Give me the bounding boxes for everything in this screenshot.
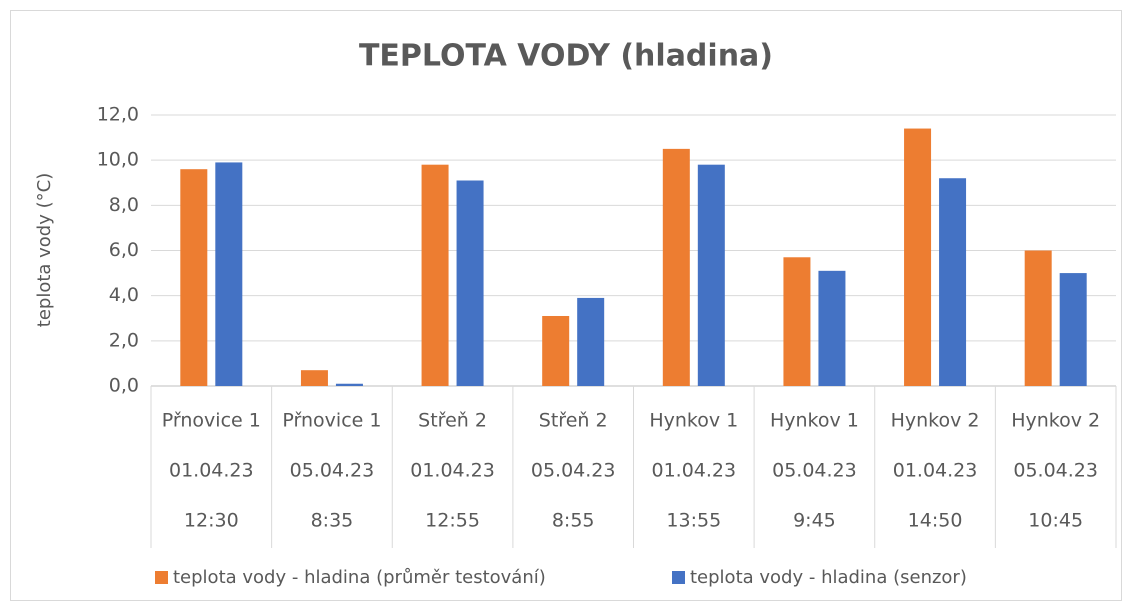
x-tick-label: 05.04.23 [531, 460, 616, 482]
x-tick-label: Přnovice 1 [162, 410, 261, 432]
bar [421, 164, 449, 386]
legend-swatch [155, 571, 168, 584]
x-tick-label: Přnovice 1 [282, 410, 381, 432]
x-tick-label: 12:30 [184, 510, 239, 532]
y-tick-label: 2,0 [109, 329, 139, 351]
x-tick-label: 05.04.23 [290, 460, 375, 482]
bar [577, 297, 605, 386]
x-tick-label: 8:55 [552, 510, 595, 532]
y-tick-label: 0,0 [109, 375, 139, 397]
legend-swatch [672, 571, 685, 584]
y-tick-label: 4,0 [109, 284, 139, 306]
x-tick-label: 9:45 [793, 510, 836, 532]
x-tick-label: 05.04.23 [1013, 460, 1098, 482]
bar [662, 148, 690, 386]
y-tick-label: 10,0 [97, 149, 139, 171]
x-tick-label: Střeň 2 [418, 410, 487, 432]
x-tick-label: Hynkov 1 [770, 410, 859, 432]
bar [818, 270, 846, 386]
x-tick-label: 8:35 [311, 510, 354, 532]
x-tick-label: 01.04.23 [893, 460, 978, 482]
x-tick-label: Střeň 2 [539, 410, 608, 432]
x-tick-label: 01.04.23 [169, 460, 254, 482]
x-tick-label: 01.04.23 [410, 460, 495, 482]
bar [1024, 250, 1052, 386]
bar [1059, 273, 1087, 386]
bar [180, 169, 208, 386]
bar [542, 315, 570, 386]
x-tick-label: 01.04.23 [652, 460, 737, 482]
bar [335, 383, 363, 386]
x-tick-label: Hynkov 2 [1011, 410, 1100, 432]
x-tick-label: 10:45 [1028, 510, 1083, 532]
x-tick-label: 13:55 [666, 510, 721, 532]
bar [215, 162, 243, 386]
bar [939, 178, 967, 386]
bar [300, 370, 328, 386]
bar [783, 257, 811, 386]
x-tick-label: Hynkov 2 [891, 410, 980, 432]
y-axis-label: teplota vody (°C) [34, 173, 55, 327]
bar [456, 180, 484, 386]
x-tick-label: 05.04.23 [772, 460, 857, 482]
chart-title: TEPLOTA VODY (hladina) [359, 39, 773, 74]
x-tick-label: 14:50 [908, 510, 963, 532]
x-tick-label: 12:55 [425, 510, 480, 532]
x-tick-label: Hynkov 1 [649, 410, 738, 432]
bar [904, 128, 932, 387]
y-tick-label: 8,0 [109, 194, 139, 216]
y-tick-label: 12,0 [97, 104, 139, 126]
legend-label: teplota vody - hladina (průměr testování… [173, 567, 546, 588]
legend-label: teplota vody - hladina (senzor) [690, 567, 967, 588]
bar [697, 164, 725, 386]
y-tick-label: 6,0 [109, 239, 139, 261]
